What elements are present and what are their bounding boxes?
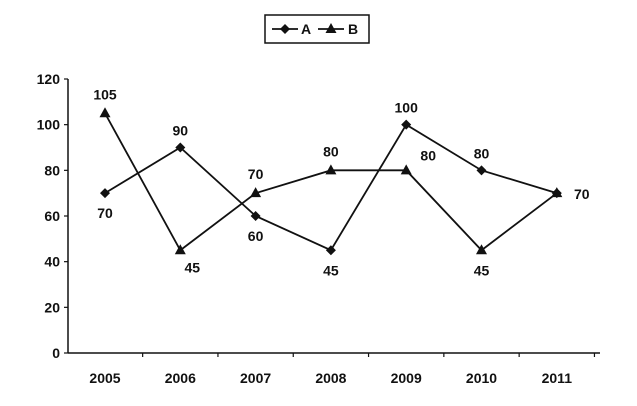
x-tick-label: 2007 (240, 370, 271, 386)
legend-label-B: B (348, 21, 358, 37)
point-B (400, 164, 412, 175)
legend-label-A: A (301, 21, 311, 37)
x-tick-label: 2005 (89, 370, 120, 386)
point-B (250, 187, 262, 198)
point-A (476, 165, 487, 176)
y-tick-label: 80 (44, 162, 60, 178)
y-tick-label: 100 (37, 117, 61, 133)
data-label-B: 45 (474, 262, 490, 278)
legend-marker-B (325, 23, 337, 33)
legend-marker-A (280, 24, 290, 34)
data-label-A: 45 (323, 262, 339, 278)
x-tick-label: 2008 (315, 370, 346, 386)
data-label-A: 90 (173, 123, 189, 139)
y-tick-label: 0 (52, 345, 60, 361)
point-B (476, 244, 487, 255)
point-B (551, 187, 563, 198)
data-label-B: 80 (420, 147, 436, 163)
point-A (325, 245, 336, 256)
y-tick-label: 60 (44, 208, 60, 224)
x-tick-label: 2011 (542, 370, 573, 386)
data-label-A: 70 (574, 186, 590, 202)
y-tick-label: 20 (44, 299, 60, 315)
data-label-B: 45 (185, 259, 201, 275)
point-A (250, 211, 261, 221)
y-tick-label: 40 (44, 254, 60, 270)
x-tick-label: 2010 (466, 370, 497, 386)
data-label-B: 70 (248, 166, 264, 182)
data-label-B: 80 (323, 143, 339, 159)
data-label-B: 105 (93, 86, 117, 102)
point-A (100, 188, 110, 199)
point-B (99, 107, 111, 118)
point-B (174, 244, 186, 255)
x-tick-label: 2009 (391, 370, 422, 386)
data-label-A: 70 (97, 205, 113, 221)
y-tick-label: 120 (37, 71, 61, 87)
data-label-A: 100 (395, 100, 419, 116)
data-label-A: 60 (248, 228, 264, 244)
point-A (401, 119, 412, 130)
data-label-A: 80 (474, 145, 490, 161)
x-tick-label: 2006 (165, 370, 196, 386)
point-B (325, 164, 337, 175)
point-A (175, 142, 186, 153)
